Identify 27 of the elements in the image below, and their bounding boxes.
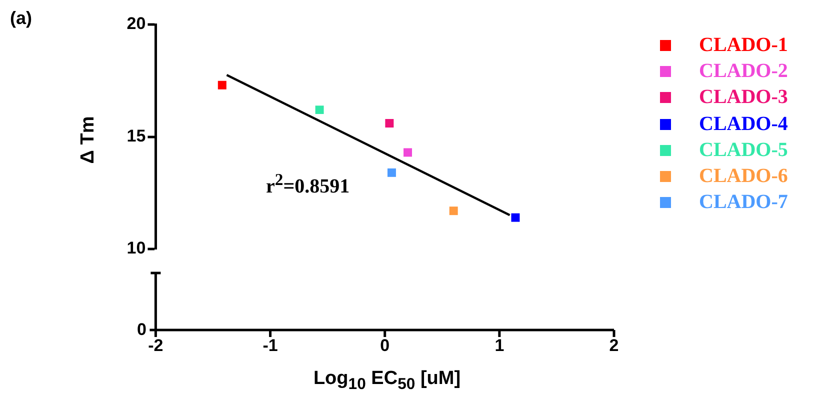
x-tick-label: -2 [148,336,164,355]
x-tick-label: 2 [609,336,619,355]
legend-label: CLADO-5 [699,138,788,162]
point [387,168,396,177]
x-axis-title: Log$_{10}$ EC$_{50}$ [uM] [312,368,462,394]
x-tick-label: -1 [262,336,278,355]
point [449,206,458,216]
text: 0 [137,320,146,340]
point [404,148,412,157]
y-axis-title: Δ Tm [77,116,100,164]
y-tick-label: 15 [126,126,146,146]
legend-label: CLADO-2 [699,60,788,83]
annotation: r$^{2}$=0.8591 [266,170,350,199]
point [385,119,394,128]
point [511,213,520,222]
y-tick-label: 20 [126,14,146,34]
y-tick-label: 10 [126,238,146,258]
legend-label: CLADO-6 [699,165,788,188]
point [315,106,324,114]
legend-label: CLADO-7 [699,191,788,214]
text: (a) [10,8,32,29]
x-tick-label: 0 [380,336,390,355]
legend-label: CLADO-1 [699,34,788,57]
point [218,80,226,90]
legend-label: CLADO-4 [699,112,788,136]
x-tick-label: 1 [494,336,504,355]
legend-label: CLADO-3 [699,86,788,110]
